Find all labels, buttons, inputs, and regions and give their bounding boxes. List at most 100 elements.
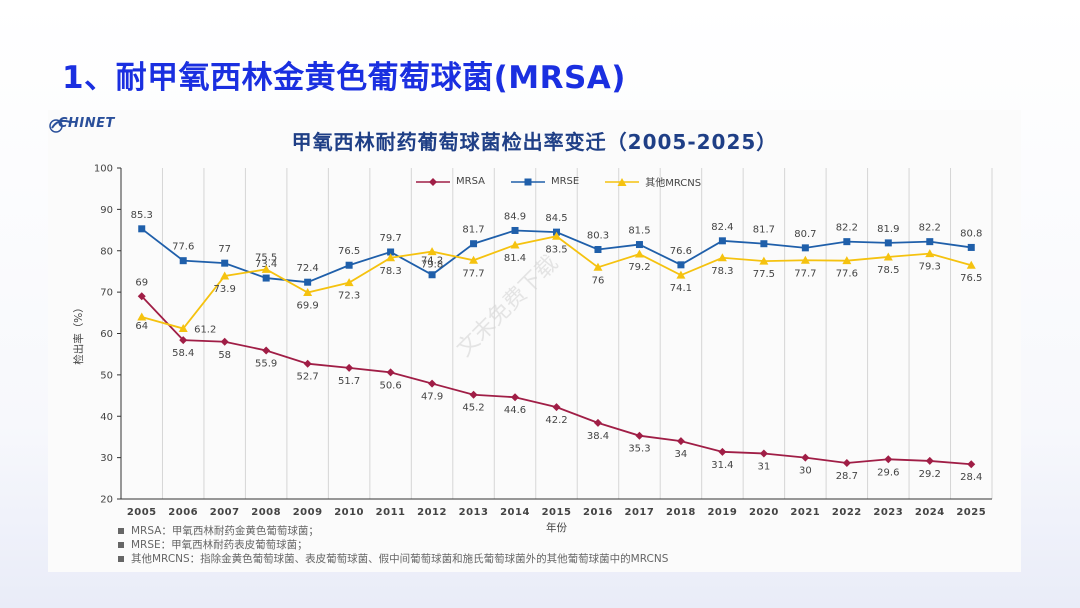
data-point <box>428 379 437 388</box>
data-point <box>137 312 147 321</box>
data-point <box>470 240 478 248</box>
data-point <box>220 337 229 346</box>
data-point <box>967 460 976 469</box>
data-point <box>967 243 975 251</box>
data-label: 58.4 <box>172 348 194 359</box>
data-label: 74.2 <box>421 256 443 267</box>
data-point <box>261 264 271 273</box>
data-label: 51.7 <box>338 376 360 387</box>
data-point <box>303 288 313 297</box>
x-tick-label: 2020 <box>749 507 779 518</box>
legend-marker-mrse <box>510 178 545 185</box>
footnote-text: MRSA：甲氧西林耐药金黄色葡萄球菌； <box>131 525 319 537</box>
data-label: 61.2 <box>194 325 216 336</box>
line-chart: 20 30 40 50 60 70 80 90 100 2005 2006 2007 2008 2009 2… <box>72 164 993 534</box>
x-tick-label: 2015 <box>542 507 572 518</box>
data-label: 45.2 <box>462 403 484 414</box>
data-point <box>801 244 809 252</box>
series-line-MRSA <box>141 295 972 466</box>
data-point <box>925 249 935 258</box>
data-label: 79.3 <box>919 262 941 273</box>
data-label: 69.9 <box>297 301 319 312</box>
data-label: 77.6 <box>836 269 858 280</box>
x-tick-label: 2024 <box>915 507 945 518</box>
data-label: 82.2 <box>836 223 858 234</box>
data-point <box>387 248 395 256</box>
data-label: 80.8 <box>960 228 982 239</box>
data-label: 69 <box>135 277 148 288</box>
data-label: 64 <box>135 321 148 332</box>
data-label: 28.7 <box>836 471 858 482</box>
data-label: 81.4 <box>504 253 526 264</box>
data-point <box>304 278 312 286</box>
data-point <box>843 238 851 246</box>
data-label: 80.7 <box>794 229 816 240</box>
data-label: 77.7 <box>794 268 816 279</box>
x-tick-label: 2008 <box>251 507 281 518</box>
data-point <box>179 336 188 345</box>
x-tick-label: 2022 <box>832 507 862 518</box>
y-tick-label: 80 <box>100 246 113 257</box>
data-label: 31.4 <box>711 460 733 471</box>
footnotes: MRSA：甲氧西林耐药金黄色葡萄球菌； MRSE：甲氧西林耐药表皮葡萄球菌； 其… <box>118 524 668 566</box>
data-label: 82.4 <box>711 222 733 233</box>
data-label: 38.4 <box>587 431 609 442</box>
y-tick-label: 100 <box>94 164 113 175</box>
y-tick-label: 40 <box>100 412 113 423</box>
data-point <box>801 453 810 462</box>
data-label: 72.4 <box>297 263 319 274</box>
y-tick-label: 20 <box>100 495 113 506</box>
data-point <box>926 238 934 246</box>
data-label: 30 <box>799 466 812 477</box>
data-point <box>469 390 478 399</box>
data-point <box>262 274 270 282</box>
data-point <box>593 262 603 271</box>
data-label: 73.9 <box>214 284 236 295</box>
data-label: 78.5 <box>877 265 899 276</box>
legend-marker-mrsa <box>416 177 450 186</box>
data-label: 77.7 <box>462 268 484 279</box>
y-axis-title: 检出率（%） <box>72 302 85 364</box>
data-point <box>511 226 519 234</box>
x-tick-label: 2005 <box>127 507 157 518</box>
data-point <box>718 447 727 456</box>
legend-label-mrcns: 其他MRCNS <box>645 178 702 189</box>
data-label: 85.3 <box>131 210 153 221</box>
data-label: 83.5 <box>545 244 567 255</box>
x-tick-label: 2014 <box>500 507 530 518</box>
legend-item-mrsa: MRSA <box>416 176 485 187</box>
data-label: 77.5 <box>753 269 775 280</box>
data-label: 76.5 <box>960 273 982 284</box>
data-point <box>884 239 892 247</box>
data-point <box>717 253 727 262</box>
data-point <box>676 270 686 279</box>
data-label: 79.7 <box>379 233 401 244</box>
data-label: 84.5 <box>545 213 567 224</box>
x-tick-label: 2007 <box>210 507 240 518</box>
data-point <box>511 393 520 402</box>
data-point <box>137 292 146 301</box>
x-tick-label: 2012 <box>417 507 447 518</box>
data-label: 77.6 <box>172 242 194 253</box>
data-label: 58 <box>218 350 231 361</box>
data-label: 81.5 <box>628 226 650 237</box>
data-point <box>635 431 644 440</box>
data-label: 52.7 <box>297 372 319 383</box>
logo-text: CHINET <box>58 116 115 131</box>
data-point <box>718 237 726 245</box>
data-point <box>386 368 395 377</box>
data-point <box>635 241 643 249</box>
data-point <box>634 249 644 258</box>
data-point <box>345 363 354 372</box>
x-tick-label: 2009 <box>293 507 323 518</box>
data-point <box>469 255 479 264</box>
data-point <box>178 324 188 333</box>
x-tick-label: 2016 <box>583 507 613 518</box>
data-label: 78.3 <box>711 266 733 277</box>
data-label: 50.6 <box>379 380 401 391</box>
x-tick-label: 2019 <box>707 507 737 518</box>
footnote-mrsa: MRSA：甲氧西林耐药金黄色葡萄球菌； <box>118 524 668 538</box>
data-label: 79.2 <box>628 262 650 273</box>
data-label: 47.9 <box>421 392 443 403</box>
data-point <box>344 278 354 287</box>
